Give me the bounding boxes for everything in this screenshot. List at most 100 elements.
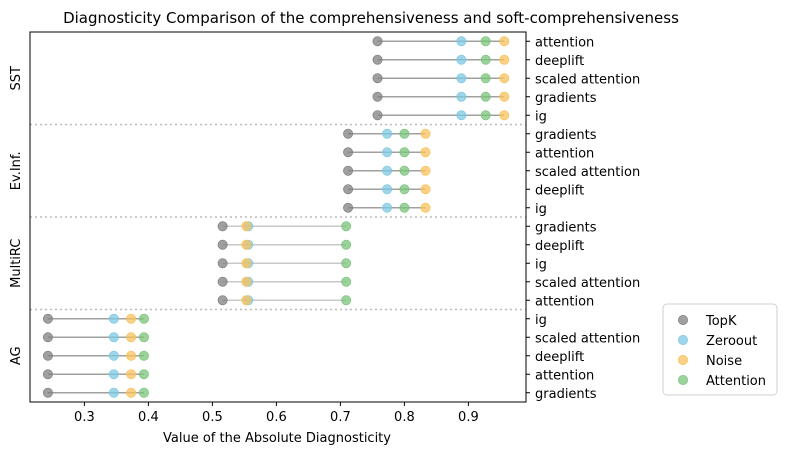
x-tick-label: 0.5 [202, 410, 223, 425]
legend-label: Zeroout [706, 334, 757, 349]
y-tick-label: scaled attention [535, 331, 640, 346]
group-label: AG [9, 346, 24, 365]
noise-point [126, 332, 137, 343]
y-tick-label: ig [535, 202, 547, 217]
noise-point [420, 202, 431, 213]
noise-point [499, 54, 510, 65]
legend-label: Noise [706, 354, 742, 369]
attention-point [138, 387, 149, 398]
zeroout-point [456, 54, 467, 65]
topk-point [217, 258, 228, 269]
noise-point [420, 165, 431, 176]
noise-point [241, 239, 252, 250]
legend-box [662, 303, 778, 396]
y-tick-label: attention [535, 35, 594, 50]
attention-point [341, 276, 352, 287]
topk-point [372, 54, 383, 65]
topk-point [343, 147, 354, 158]
x-tick-label: 0.6 [266, 410, 287, 425]
legend-marker [678, 334, 689, 345]
y-tick-label: ig [535, 109, 547, 124]
zeroout-point [108, 387, 119, 398]
noise-point [241, 258, 252, 269]
group-label: MultiRC [9, 239, 24, 288]
chart-title: Diagnosticity Comparison of the comprehe… [63, 9, 679, 27]
plot-frame [29, 31, 527, 403]
legend-marker [678, 354, 689, 365]
x-tick-label: 0.7 [330, 410, 351, 425]
attention-point [341, 295, 352, 306]
y-tick-label: attention [535, 294, 594, 309]
topk-point [42, 313, 53, 324]
y-tick-label: deeplift [535, 183, 584, 198]
group-label: SST [9, 66, 24, 91]
zeroout-point [382, 165, 393, 176]
zeroout-point [108, 350, 119, 361]
topk-point [343, 165, 354, 176]
attention-point [480, 91, 491, 102]
y-tick-label: gradients [535, 220, 597, 235]
y-tick-label: attention [535, 146, 594, 161]
attention-point [138, 313, 149, 324]
attention-point [138, 332, 149, 343]
noise-point [499, 36, 510, 47]
noise-point [241, 276, 252, 287]
topk-point [42, 387, 53, 398]
noise-point [420, 128, 431, 139]
attention-point [341, 239, 352, 250]
attention-point [399, 128, 410, 139]
x-tick-label: 0.3 [74, 410, 95, 425]
zeroout-point [456, 110, 467, 121]
topk-point [372, 91, 383, 102]
attention-point [399, 184, 410, 195]
y-tick-label: ig [535, 313, 547, 328]
x-tick-label: 0.9 [458, 410, 479, 425]
y-tick-label: deeplift [535, 350, 584, 365]
noise-point [499, 91, 510, 102]
noise-point [499, 110, 510, 121]
y-tick-label: gradients [535, 387, 597, 402]
zeroout-point [108, 369, 119, 380]
attention-point [399, 165, 410, 176]
attention-point [399, 147, 410, 158]
zeroout-point [456, 73, 467, 84]
legend-marker [678, 374, 689, 385]
zeroout-point [456, 36, 467, 47]
legend-label: Attention [706, 374, 766, 389]
y-tick-label: deeplift [535, 239, 584, 254]
attention-point [399, 202, 410, 213]
noise-point [241, 221, 252, 232]
x-tick-label: 0.4 [138, 410, 159, 425]
attention-point [480, 54, 491, 65]
attention-point [480, 110, 491, 121]
noise-point [126, 369, 137, 380]
topk-point [372, 73, 383, 84]
y-tick-label: scaled attention [535, 72, 640, 87]
y-tick-label: deeplift [535, 54, 584, 69]
x-axis-label: Value of the Absolute Diagnosticity [163, 431, 391, 446]
topk-point [343, 184, 354, 195]
noise-point [420, 147, 431, 158]
noise-point [420, 184, 431, 195]
attention-point [138, 350, 149, 361]
zeroout-point [456, 91, 467, 102]
noise-point [241, 295, 252, 306]
noise-point [126, 313, 137, 324]
topk-point [217, 221, 228, 232]
attention-point [138, 369, 149, 380]
y-tick-label: scaled attention [535, 276, 640, 291]
noise-point [499, 73, 510, 84]
y-tick-label: scaled attention [535, 165, 640, 180]
topk-point [217, 295, 228, 306]
attention-point [480, 36, 491, 47]
noise-point [126, 350, 137, 361]
y-tick-label: ig [535, 257, 547, 272]
zeroout-point [382, 184, 393, 195]
zeroout-point [108, 313, 119, 324]
attention-point [341, 221, 352, 232]
zeroout-point [108, 332, 119, 343]
legend-marker [678, 314, 689, 325]
topk-point [372, 36, 383, 47]
zeroout-point [382, 128, 393, 139]
